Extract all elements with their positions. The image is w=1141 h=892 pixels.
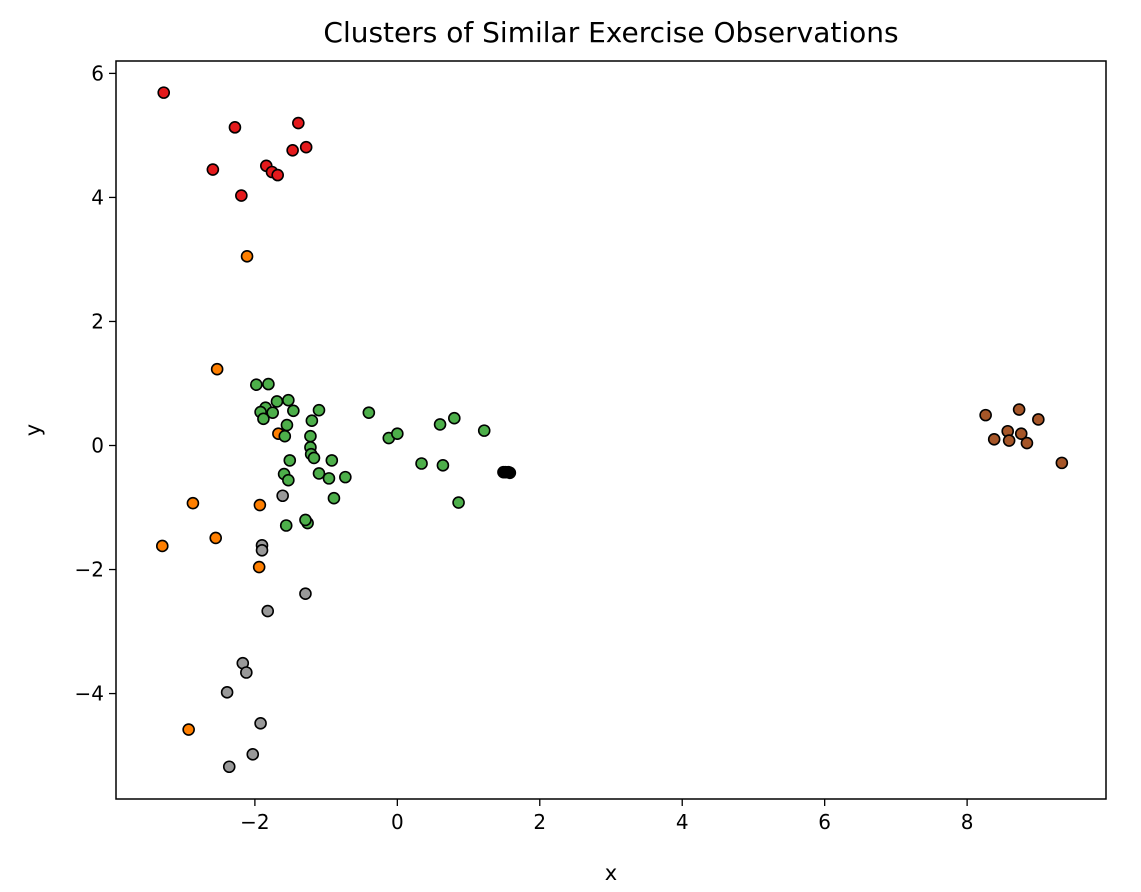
series-5	[979, 403, 1069, 470]
data-point	[235, 189, 248, 202]
y-tick-label: 0	[91, 434, 104, 458]
data-point	[206, 163, 220, 176]
data-point	[325, 454, 339, 467]
data-point	[253, 498, 267, 512]
data-point	[262, 377, 275, 391]
x-tick-label: 0	[391, 810, 404, 834]
y-tick-label: −4	[75, 682, 104, 706]
x-tick-label: 6	[818, 810, 831, 834]
series-2	[250, 377, 517, 532]
data-point	[339, 470, 352, 484]
data-point	[299, 140, 313, 154]
data-point	[287, 404, 300, 418]
y-tick-label: 6	[91, 61, 104, 85]
data-point	[222, 760, 236, 774]
data-point	[279, 519, 293, 532]
data-point	[1055, 456, 1069, 470]
data-point	[448, 411, 461, 425]
data-point	[157, 86, 171, 99]
data-point	[255, 544, 269, 557]
data-point	[987, 432, 1001, 446]
data-point	[1032, 413, 1045, 426]
data-point	[299, 587, 312, 601]
data-point	[270, 395, 284, 408]
data-point	[1014, 427, 1028, 441]
data-point	[271, 168, 284, 182]
series-0	[157, 86, 313, 202]
series-1	[155, 250, 285, 736]
data-point	[228, 121, 242, 134]
data-points	[155, 86, 1069, 774]
y-tick-label: 2	[91, 309, 104, 333]
data-point	[155, 539, 169, 553]
data-point	[327, 491, 341, 505]
x-tick-label: 2	[533, 810, 546, 834]
data-point	[286, 144, 299, 157]
y-tick-label: 4	[91, 185, 104, 209]
data-point	[220, 686, 234, 699]
data-point	[283, 454, 297, 467]
data-point	[1020, 436, 1034, 450]
data-point	[246, 748, 260, 761]
data-point	[250, 378, 263, 392]
data-point	[433, 418, 447, 431]
data-point	[210, 362, 224, 376]
x-tick-label: 8	[961, 810, 974, 834]
x-tick-label: −2	[240, 810, 269, 834]
series-4	[220, 489, 312, 774]
data-point	[280, 418, 294, 432]
data-point	[240, 666, 253, 679]
data-point	[257, 412, 270, 426]
data-point	[452, 496, 465, 509]
data-point	[276, 489, 289, 503]
data-point	[362, 406, 376, 419]
chart-title: Clusters of Similar Exercise Observation…	[323, 16, 898, 49]
data-point	[1012, 403, 1026, 416]
data-point	[209, 531, 223, 545]
data-point	[186, 496, 200, 510]
y-tick-label: −2	[75, 558, 104, 582]
data-point	[240, 250, 254, 263]
x-tick-label: 4	[676, 810, 689, 834]
data-point	[436, 459, 450, 472]
y-axis-ticks: −4 −2 0 2 4 6	[75, 61, 116, 706]
data-point	[299, 513, 312, 527]
data-point	[278, 429, 292, 443]
data-point	[307, 451, 321, 465]
x-axis-ticks: −2 0 2 4 6 8	[240, 799, 973, 834]
x-axis-label: x	[605, 861, 617, 885]
data-point	[502, 465, 515, 479]
y-axis-label: y	[21, 424, 45, 436]
data-point	[182, 723, 195, 736]
data-point	[254, 717, 267, 730]
data-point	[391, 427, 404, 441]
data-point	[322, 472, 336, 485]
data-point	[304, 429, 317, 443]
data-point	[252, 560, 266, 574]
data-point	[282, 393, 295, 407]
data-point	[979, 408, 992, 422]
data-point	[1002, 434, 1016, 447]
data-point	[282, 473, 295, 487]
series-3	[497, 465, 515, 479]
data-point	[305, 414, 319, 428]
data-point	[261, 604, 275, 618]
data-point	[292, 116, 305, 130]
data-point	[266, 406, 279, 419]
data-point	[477, 424, 491, 437]
data-point	[312, 467, 326, 480]
data-point	[415, 457, 428, 470]
data-point	[312, 403, 326, 417]
